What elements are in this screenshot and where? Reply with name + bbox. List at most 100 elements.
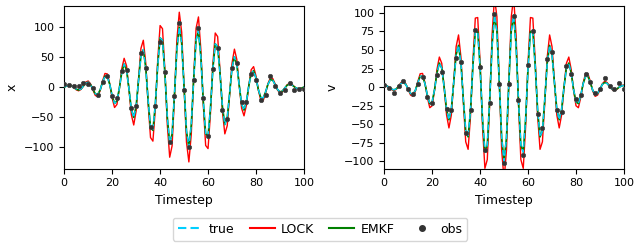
Point bbox=[68, 84, 79, 88]
Point bbox=[580, 72, 591, 76]
Point bbox=[270, 84, 280, 88]
Point bbox=[116, 69, 127, 73]
Point bbox=[107, 94, 117, 98]
Legend: true, LOCK, EMKF, obs: true, LOCK, EMKF, obs bbox=[173, 218, 467, 241]
Point bbox=[604, 84, 614, 88]
Point bbox=[571, 97, 581, 101]
Point bbox=[528, 29, 538, 33]
Point bbox=[83, 82, 93, 86]
Point bbox=[251, 78, 261, 82]
Point bbox=[542, 57, 552, 61]
Point bbox=[284, 81, 294, 85]
Point bbox=[255, 98, 266, 102]
Point bbox=[193, 26, 204, 30]
Point bbox=[155, 41, 165, 44]
Point bbox=[465, 108, 476, 112]
Point bbox=[203, 134, 213, 138]
Point bbox=[275, 91, 285, 95]
Point bbox=[575, 93, 586, 97]
Point bbox=[102, 74, 113, 78]
Point bbox=[59, 82, 69, 86]
Point bbox=[609, 87, 620, 91]
Point bbox=[198, 96, 209, 100]
Point bbox=[122, 68, 132, 72]
Point bbox=[189, 78, 199, 82]
Point bbox=[490, 12, 500, 16]
Point bbox=[150, 104, 161, 108]
Point bbox=[174, 21, 184, 25]
Point bbox=[518, 153, 529, 157]
Point bbox=[585, 80, 595, 84]
Point bbox=[494, 82, 504, 86]
Point bbox=[432, 73, 442, 77]
Point bbox=[442, 107, 452, 111]
Point bbox=[184, 145, 194, 149]
Point bbox=[88, 86, 98, 90]
Point bbox=[97, 80, 108, 84]
Point bbox=[379, 83, 389, 87]
Point bbox=[141, 66, 151, 70]
Point bbox=[222, 117, 232, 121]
Point bbox=[241, 100, 252, 104]
Point bbox=[436, 70, 447, 74]
Point bbox=[600, 76, 610, 80]
Point bbox=[552, 108, 562, 112]
Point bbox=[232, 61, 242, 65]
Point bbox=[590, 91, 600, 95]
Point bbox=[532, 112, 543, 116]
Point bbox=[170, 94, 180, 98]
Point bbox=[513, 98, 524, 102]
Point bbox=[456, 60, 466, 64]
Point bbox=[237, 100, 247, 104]
Point bbox=[499, 161, 509, 165]
Point bbox=[145, 125, 156, 129]
Point bbox=[299, 87, 309, 91]
X-axis label: Timestep: Timestep bbox=[476, 194, 533, 207]
Point bbox=[136, 51, 146, 55]
Point bbox=[93, 93, 103, 97]
Point bbox=[538, 125, 548, 129]
Point bbox=[112, 96, 122, 100]
Point bbox=[614, 81, 624, 85]
Point bbox=[179, 88, 189, 92]
Point bbox=[451, 56, 461, 60]
Point bbox=[417, 75, 428, 79]
Point bbox=[265, 74, 275, 78]
Point bbox=[294, 87, 304, 91]
Point bbox=[398, 80, 408, 83]
Point bbox=[504, 82, 514, 86]
Point bbox=[289, 88, 300, 92]
Point bbox=[484, 101, 495, 105]
Point bbox=[461, 131, 471, 135]
Point bbox=[131, 104, 141, 108]
Point bbox=[388, 91, 399, 95]
Point bbox=[64, 83, 74, 87]
Point bbox=[446, 108, 456, 112]
X-axis label: Timestep: Timestep bbox=[156, 194, 213, 207]
Point bbox=[260, 93, 271, 97]
Point bbox=[470, 28, 481, 32]
Point bbox=[408, 92, 418, 96]
Point bbox=[78, 81, 88, 85]
Point bbox=[208, 67, 218, 71]
Point bbox=[280, 88, 290, 92]
Point bbox=[547, 50, 557, 54]
Point bbox=[523, 63, 533, 67]
Point bbox=[160, 70, 170, 74]
Y-axis label: v: v bbox=[326, 83, 339, 91]
Point bbox=[475, 65, 485, 69]
Point bbox=[480, 148, 490, 152]
Point bbox=[509, 14, 519, 18]
Point bbox=[246, 72, 257, 76]
Point bbox=[218, 108, 228, 112]
Point bbox=[422, 95, 433, 99]
Point bbox=[384, 86, 394, 90]
Point bbox=[403, 87, 413, 91]
Point bbox=[74, 84, 84, 88]
Point bbox=[413, 82, 423, 86]
Point bbox=[566, 72, 577, 76]
Point bbox=[557, 110, 567, 114]
Point bbox=[394, 84, 404, 88]
Point bbox=[595, 87, 605, 91]
Point bbox=[561, 64, 572, 68]
